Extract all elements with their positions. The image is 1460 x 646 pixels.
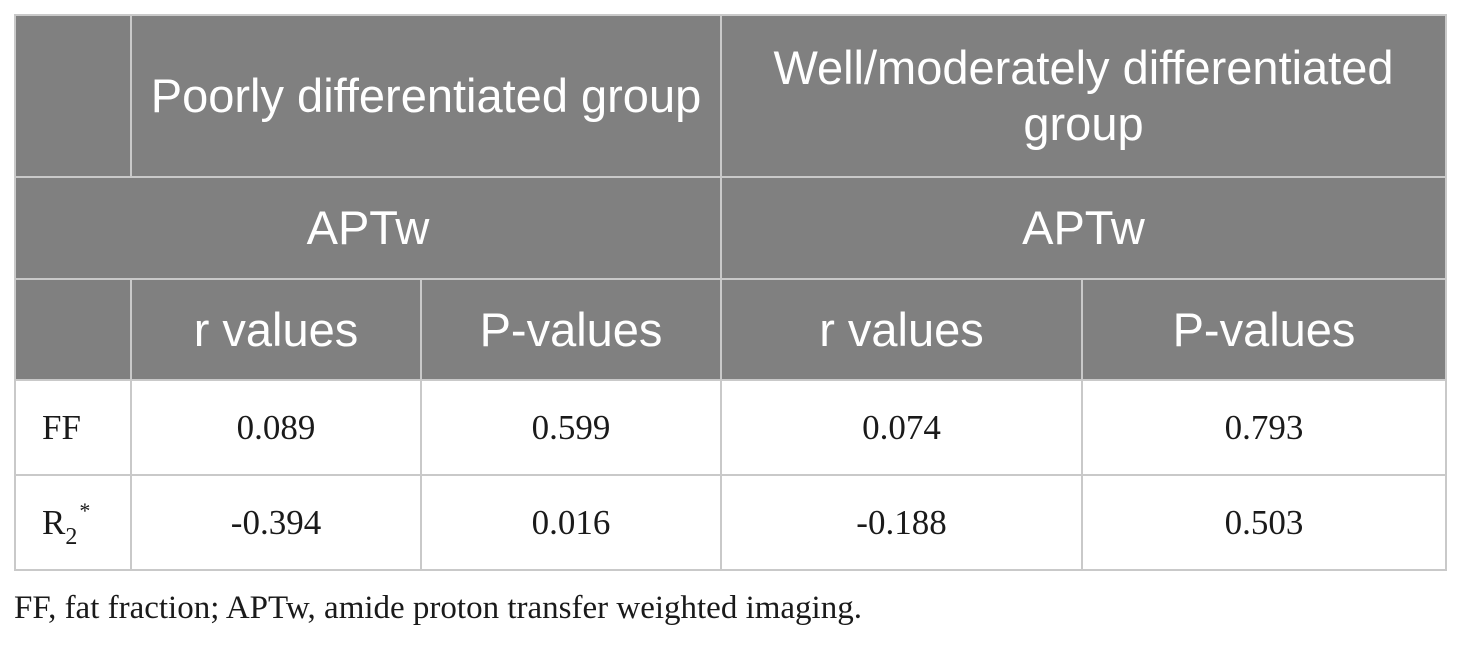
header-p-values-well: P-values — [1081, 278, 1447, 381]
row-label-superscript: * — [79, 497, 91, 523]
header-r-values-well: r values — [720, 278, 1083, 381]
header-poorly-differentiated-group: Poorly differentiated group — [130, 14, 722, 178]
table-row: FF 0.089 0.599 0.074 0.793 — [14, 379, 1447, 476]
header-row-groups: Poorly differentiated group Well/moderat… — [14, 14, 1447, 178]
row-label-ff: FF — [14, 379, 132, 476]
header-row-columns: r values P-values r values P-values — [14, 278, 1447, 381]
cell-well-p: 0.793 — [1081, 379, 1447, 476]
table-footnote: FF, fat fraction; APTw, amide proton tra… — [14, 590, 862, 626]
cell-well-p: 0.503 — [1081, 474, 1447, 571]
cell-poor-r: -0.394 — [130, 474, 422, 571]
corner-cell — [14, 14, 132, 178]
cell-poor-p: 0.599 — [420, 379, 722, 476]
table-row: R2* -0.394 0.016 -0.188 0.503 — [14, 474, 1447, 571]
header-p-values-poor: P-values — [420, 278, 722, 381]
row-label-base: R — [42, 502, 66, 542]
row-label-r2-star: R2* — [14, 474, 132, 571]
corner-cell-lower — [14, 278, 132, 381]
cell-poor-p: 0.016 — [420, 474, 722, 571]
header-well-moderately-differentiated-group: Well/moderately differentiated group — [720, 14, 1447, 178]
cell-well-r: -0.188 — [720, 474, 1083, 571]
cell-poor-r: 0.089 — [130, 379, 422, 476]
header-r-values-poor: r values — [130, 278, 422, 381]
cell-well-r: 0.074 — [720, 379, 1083, 476]
header-aptw-well: APTw — [720, 176, 1447, 280]
correlation-table: Poorly differentiated group Well/moderat… — [14, 14, 1447, 571]
row-label-subscript: 2 — [65, 523, 78, 550]
header-aptw-poor: APTw — [14, 176, 722, 280]
header-row-aptw: APTw APTw — [14, 176, 1447, 280]
